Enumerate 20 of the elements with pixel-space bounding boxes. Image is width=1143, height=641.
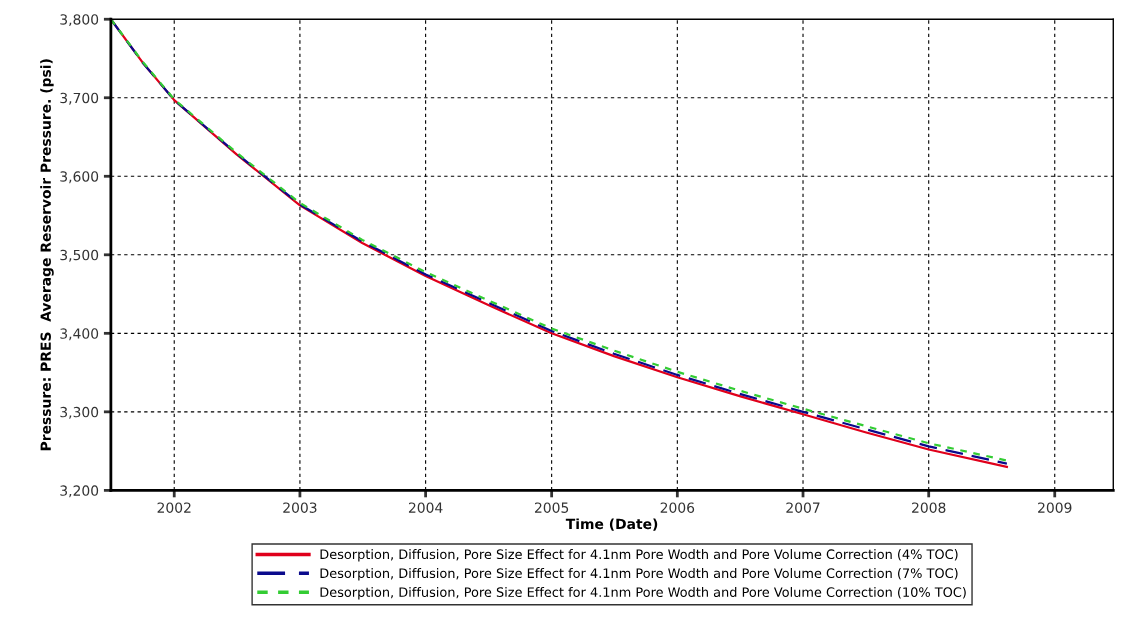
y-tick-label: 3,300	[60, 406, 99, 419]
legend-label: Desorption, Diffusion, Pore Size Effect for 4.1nm Pore Wodth and Pore Volume Correction (10% TOC)	[320, 587, 966, 600]
y-tick-label: 3,700	[60, 92, 99, 105]
x-tick-label: 2003	[283, 502, 317, 513]
x-tick-label: 2004	[408, 502, 443, 513]
x-tick-label: 2008	[912, 502, 946, 513]
y-tick-label: 3,200	[60, 485, 99, 498]
y-tick-label: 3,400	[60, 328, 99, 341]
y-tick-label: 3,800	[60, 14, 99, 27]
x-tick-label: 2002	[157, 502, 191, 513]
y-tick-label: 3,500	[60, 249, 99, 262]
x-tick-label: 2009	[1038, 502, 1072, 513]
y-axis-title: Pressure: PRES Average Reservoir Pressure. (psi)	[40, 59, 54, 451]
y-tick-label: 3,600	[60, 171, 99, 184]
x-axis-title: Time (Date)	[565, 518, 658, 531]
legend-label: Desorption, Diffusion, Pore Size Effect for 4.1nm Pore Wodth and Pore Volume Correction (7% TOC)	[320, 568, 958, 581]
x-tick-label: 2007	[786, 502, 820, 513]
legend-label: Desorption, Diffusion, Pore Size Effect for 4.1nm Pore Wodth and Pore Volume Correction (4% TOC)	[320, 549, 958, 562]
x-tick-label: 2005	[534, 502, 569, 513]
x-tick-label: 2006	[660, 502, 695, 513]
